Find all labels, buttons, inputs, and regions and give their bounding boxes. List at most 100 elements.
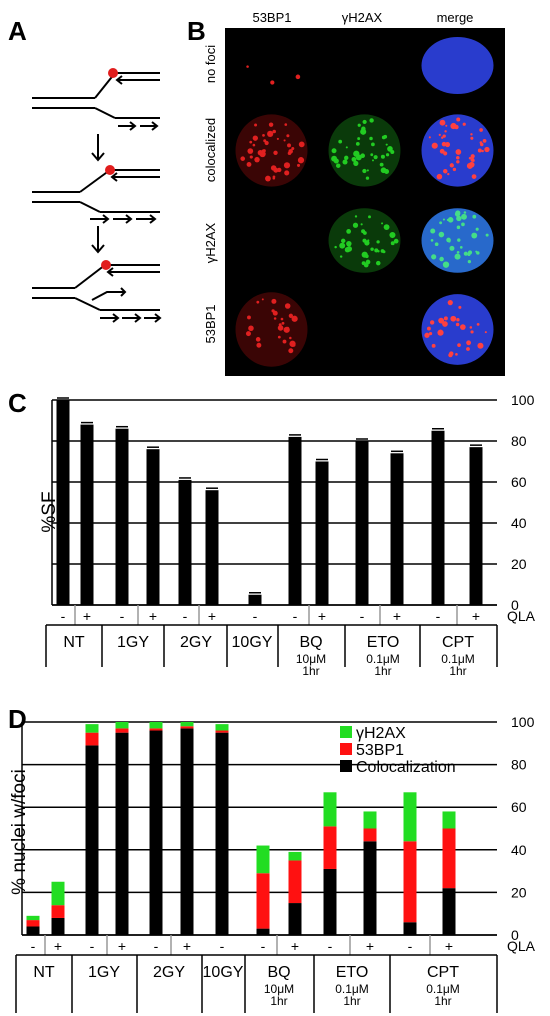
- focus-dot: [380, 167, 387, 174]
- focus-dot: [476, 322, 480, 326]
- bar-segment-53BP1: [85, 732, 99, 746]
- focus-dot: [261, 298, 264, 301]
- focus-dot: [442, 218, 445, 221]
- legend-swatch-53BP1: [340, 743, 352, 755]
- focus-dot: [389, 147, 392, 151]
- bar-segment-Colocalization: [323, 868, 337, 935]
- bar-segment-γH2AX: [256, 845, 270, 874]
- focus-dot: [484, 146, 490, 153]
- column-header-gh2ax: γH2AX: [342, 10, 383, 25]
- focus-dot: [456, 117, 461, 122]
- condition-label: 10GY: [203, 964, 244, 981]
- condition-label: 1GY: [117, 634, 149, 651]
- focus-dot: [273, 150, 278, 155]
- focus-dot: [249, 140, 253, 144]
- y-tick-label: 20: [511, 556, 527, 572]
- focus-dot: [373, 155, 378, 160]
- focus-dot: [441, 136, 444, 139]
- bar-segment-γH2AX: [149, 722, 163, 729]
- condition-label: CPT: [427, 964, 459, 981]
- focus-dot: [289, 336, 292, 340]
- focus-dot: [463, 211, 467, 214]
- focus-dot: [346, 228, 352, 234]
- bar-segment-γH2AX: [403, 792, 417, 842]
- focus-dot: [263, 139, 267, 143]
- focus-dot: [449, 163, 454, 168]
- condition-sublabel: 1hr: [449, 664, 466, 678]
- focus-dot: [456, 160, 460, 164]
- bar-segment-Colocalization: [85, 745, 99, 935]
- bar-segment-53BP1: [51, 905, 65, 918]
- focus-dot: [475, 227, 479, 231]
- bar-2GY--: [178, 479, 192, 605]
- focus-dot: [460, 324, 466, 330]
- focus-dot: [331, 148, 337, 154]
- condition-sublabel: 1hr: [343, 994, 360, 1008]
- focus-dot: [357, 123, 361, 127]
- focus-dot: [247, 315, 251, 320]
- panel-label-b: B: [187, 16, 206, 46]
- qla-sign: +: [54, 938, 62, 954]
- focus-dot: [439, 256, 444, 262]
- focus-dot: [452, 167, 457, 172]
- focus-dot: [471, 232, 478, 239]
- bar-segment-53BP1: [403, 841, 417, 923]
- focus-dot: [357, 137, 361, 141]
- focus-dot: [367, 239, 370, 242]
- bar-segment-Colocalization: [180, 728, 194, 935]
- focus-dot: [362, 119, 367, 125]
- qla-sign: -: [90, 938, 95, 954]
- focus-dot: [466, 162, 473, 169]
- focus-dot: [447, 172, 450, 176]
- qla-sign: -: [183, 608, 188, 624]
- qla-label: QLA: [507, 608, 536, 624]
- focus-dot: [264, 140, 269, 146]
- focus-dot: [369, 118, 374, 123]
- focus-dot: [371, 142, 375, 147]
- focus-dot: [353, 150, 360, 157]
- focus-dot: [361, 251, 368, 258]
- bar-segment-53BP1: [26, 920, 40, 927]
- row-label-gh2ax: γH2AX: [203, 222, 218, 263]
- focus-dot: [454, 253, 461, 260]
- focus-dot: [340, 238, 346, 244]
- focus-dot: [345, 146, 348, 149]
- focus-dot: [246, 65, 249, 68]
- focus-dot: [375, 260, 381, 266]
- bar-1GY-plus: [146, 449, 160, 605]
- focus-dot: [438, 231, 445, 238]
- focus-dot: [472, 214, 477, 219]
- focus-dot: [288, 348, 294, 354]
- focus-dot: [354, 215, 358, 218]
- bar-segment-53BP1: [115, 728, 129, 733]
- bar-10GY--: [248, 594, 262, 605]
- bar-segment-Colocalization: [51, 917, 65, 935]
- qla-sign: +: [318, 608, 326, 624]
- y-tick-label: 80: [511, 433, 527, 449]
- focus-dot: [471, 174, 477, 179]
- focus-dot: [449, 351, 454, 356]
- focus-dot: [455, 353, 458, 356]
- focus-dot: [282, 339, 287, 344]
- condition-label: NT: [63, 634, 85, 651]
- focus-dot: [267, 130, 274, 137]
- focus-dot: [448, 240, 451, 243]
- condition-sublabel: 1hr: [270, 994, 287, 1008]
- focus-dot: [428, 136, 431, 139]
- focus-dot: [284, 123, 288, 126]
- focus-dot: [390, 241, 395, 246]
- focus-dot: [355, 141, 360, 146]
- focus-dot: [444, 130, 447, 133]
- focus-dot: [441, 141, 447, 147]
- focus-dot: [247, 148, 254, 154]
- bar-segment-γH2AX: [51, 881, 65, 906]
- focus-dot: [292, 343, 296, 347]
- condition-sublabel: 10μM: [296, 652, 326, 666]
- focus-dot: [456, 250, 460, 254]
- condition-label: 10GY: [232, 634, 273, 651]
- focus-dot: [288, 313, 294, 318]
- bar-segment-Colocalization: [256, 928, 270, 935]
- focus-dot: [430, 238, 434, 242]
- focus-dot: [431, 254, 437, 260]
